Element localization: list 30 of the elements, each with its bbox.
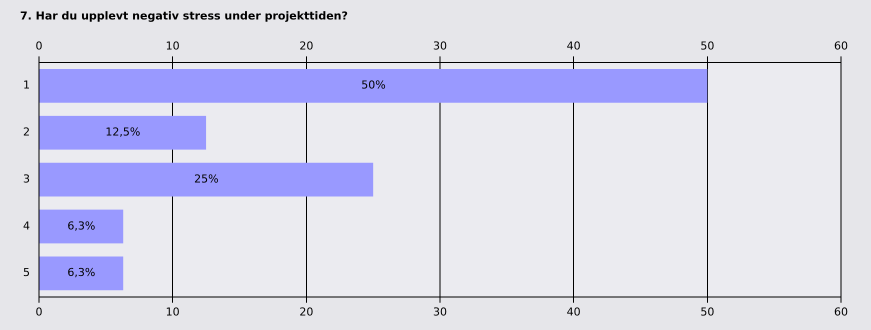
x2-tick-label: 60 (834, 40, 848, 53)
x-tick-label: 60 (834, 305, 848, 318)
data-label: 25% (194, 172, 219, 186)
x-tick-label: 0 (36, 305, 42, 318)
bar (40, 210, 124, 244)
bar (40, 68, 708, 103)
x2-tick-label: 30 (433, 40, 447, 53)
y-tick-label: 5 (23, 266, 30, 280)
chart-title: 7. Har du upplevt negativ stress under projekttiden? (20, 9, 348, 22)
data-label: 6,3% (67, 219, 96, 232)
x2-tick-label: 20 (299, 40, 314, 53)
bar (40, 162, 374, 196)
y-tick-label: 3 (23, 172, 30, 186)
x2-tick-label: 40 (566, 40, 581, 53)
bar (40, 256, 124, 290)
data-label: 6,3% (67, 266, 96, 280)
x-tick-label: 50 (700, 305, 714, 318)
x-tick-label: 30 (433, 305, 447, 318)
y-tick-label: 2 (23, 126, 30, 139)
bar (40, 116, 206, 150)
data-label: 50% (361, 78, 386, 92)
x-tick-label: 20 (299, 305, 314, 318)
x2-tick-label: 0 (36, 40, 42, 53)
x-tick-label: 10 (166, 305, 180, 318)
data-label: 12,5% (105, 126, 140, 139)
x-tick-label: 40 (566, 305, 581, 318)
x2-tick-label: 50 (700, 40, 714, 53)
y-tick-label: 1 (23, 78, 30, 92)
y-tick-label: 4 (23, 219, 30, 232)
x2-tick-label: 10 (166, 40, 180, 53)
